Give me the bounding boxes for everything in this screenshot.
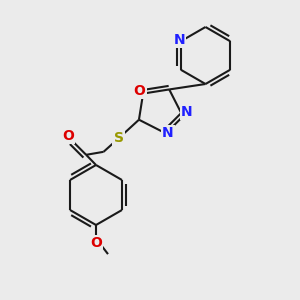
Text: S: S <box>114 131 124 145</box>
Text: O: O <box>134 84 146 98</box>
Text: N: N <box>162 126 174 140</box>
Text: N: N <box>173 33 185 47</box>
Text: O: O <box>90 236 102 250</box>
Text: N: N <box>181 104 192 118</box>
Text: O: O <box>62 129 74 143</box>
